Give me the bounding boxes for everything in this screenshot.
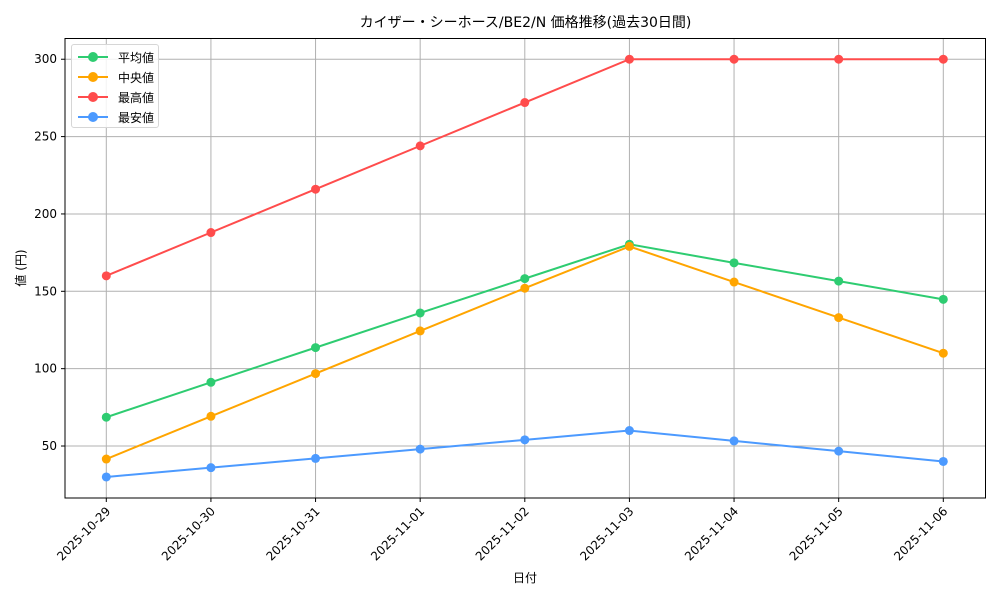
legend-label: 平均値: [118, 50, 155, 65]
data-point: [101, 472, 111, 482]
data-point: [101, 454, 111, 464]
legend-marker-icon: [78, 92, 108, 102]
data-point: [834, 54, 844, 64]
legend-label: 中央値: [118, 70, 155, 85]
data-point: [415, 326, 425, 336]
x-tick-label: 2025-11-03: [577, 504, 636, 563]
data-point: [415, 444, 425, 454]
data-point: [415, 141, 425, 151]
legend-marker-icon: [78, 72, 108, 82]
y-tick-label: 50: [42, 439, 57, 453]
data-point: [311, 343, 321, 353]
x-tick-label: 2025-11-05: [787, 504, 846, 563]
data-point: [834, 276, 844, 286]
x-tick-label: 2025-10-31: [263, 504, 322, 563]
data-point: [520, 283, 530, 293]
data-point: [938, 54, 948, 64]
data-point: [624, 241, 634, 251]
data-point: [311, 184, 321, 194]
data-point: [938, 294, 948, 304]
data-point: [311, 369, 321, 379]
data-point: [206, 463, 216, 473]
data-point: [206, 228, 216, 238]
x-tick-label: 2025-10-29: [54, 504, 113, 563]
legend-item-median: 中央値: [78, 67, 154, 87]
legend: 平均値 中央値 最高値 最安値: [71, 44, 159, 128]
data-point: [206, 411, 216, 421]
data-point: [729, 436, 739, 446]
y-axis-ticks: 50 100 150 200 250 300: [34, 52, 65, 453]
y-tick-label: 150: [34, 284, 57, 298]
data-point: [520, 435, 530, 445]
data-point: [834, 446, 844, 456]
x-tick-label: 2025-11-06: [891, 504, 950, 563]
y-tick-label: 250: [34, 130, 57, 144]
data-point: [834, 313, 844, 323]
data-point: [938, 456, 948, 466]
legend-item-average: 平均値: [78, 47, 154, 67]
legend-marker-icon: [78, 112, 108, 122]
series-line: [101, 241, 948, 464]
legend-label: 最高値: [118, 90, 155, 105]
legend-label: 最安値: [118, 110, 155, 125]
x-tick-label: 2025-11-01: [368, 504, 427, 563]
x-axis-ticks: 2025-10-29 2025-10-30 2025-10-31 2025-11-01…: [54, 498, 950, 563]
x-tick-label: 2025-11-02: [473, 504, 532, 563]
data-point: [101, 271, 111, 281]
x-tick-label: 2025-10-30: [159, 504, 218, 563]
data-point: [938, 348, 948, 358]
series-line: [101, 426, 948, 482]
y-tick-label: 200: [34, 207, 57, 221]
data-point: [206, 377, 216, 387]
x-tick-label: 2025-11-04: [682, 504, 741, 563]
x-axis-label: 日付: [513, 571, 537, 585]
data-point: [729, 258, 739, 268]
data-point: [729, 54, 739, 64]
y-axis-label: 値 (円): [13, 249, 28, 286]
data-point: [520, 98, 530, 108]
series-line: [101, 239, 948, 422]
data-point: [101, 412, 111, 422]
data-point: [624, 426, 634, 436]
data-point: [624, 54, 634, 64]
chart-title: カイザー・シーホース/BE2/N 価格推移(過去30日間): [359, 15, 692, 31]
legend-marker-icon: [78, 52, 108, 62]
grid-lines: [65, 38, 986, 498]
data-point: [729, 277, 739, 287]
series-line: [101, 54, 948, 281]
legend-item-min: 最安値: [78, 107, 154, 127]
data-point: [415, 308, 425, 318]
y-tick-label: 300: [34, 52, 57, 66]
legend-item-max: 最高値: [78, 87, 154, 107]
y-tick-label: 100: [34, 362, 57, 376]
data-point: [311, 453, 321, 463]
data-point: [520, 274, 530, 284]
data-series: [101, 54, 948, 482]
